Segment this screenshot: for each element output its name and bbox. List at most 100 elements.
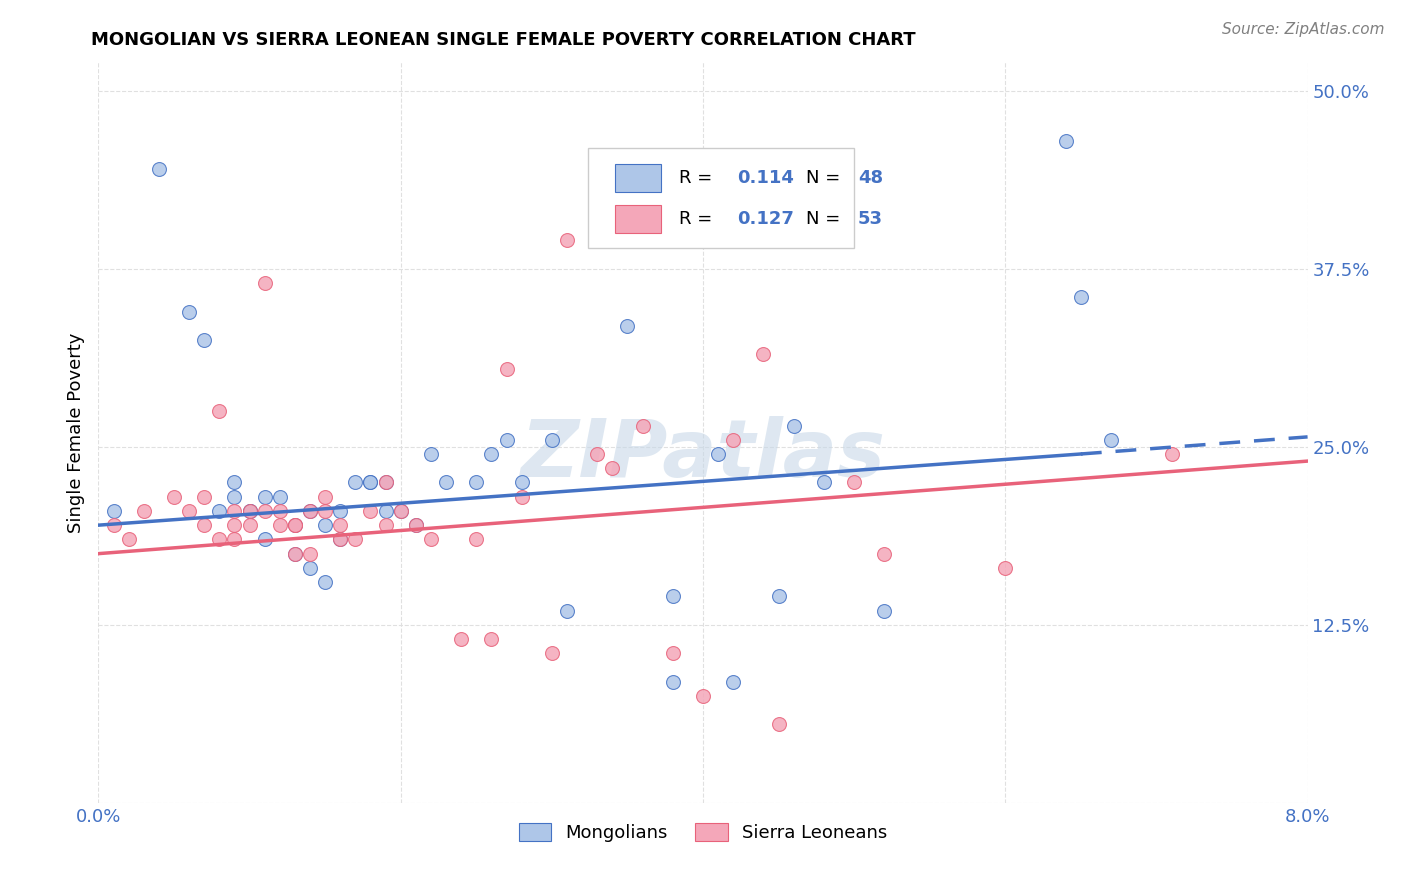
Point [224, 533, 246, 547]
Point [360, 504, 382, 518]
Point [344, 475, 367, 490]
Point [193, 333, 215, 347]
Text: R =: R = [679, 169, 718, 187]
Point [329, 504, 352, 518]
Point [208, 504, 231, 518]
Point [420, 447, 443, 461]
Point [239, 504, 262, 518]
Point [540, 433, 562, 447]
Text: 0.127: 0.127 [737, 210, 794, 227]
Point [1160, 447, 1182, 461]
Point [405, 518, 427, 533]
Point [510, 475, 533, 490]
Point [103, 504, 125, 518]
Point [208, 404, 231, 418]
Point [661, 674, 683, 689]
Point [450, 632, 472, 646]
Point [797, 191, 820, 205]
Point [179, 504, 201, 518]
Point [707, 447, 730, 461]
Point [374, 475, 396, 490]
Y-axis label: Single Female Poverty: Single Female Poverty [66, 333, 84, 533]
Point [329, 533, 352, 547]
Text: MONGOLIAN VS SIERRA LEONEAN SINGLE FEMALE POVERTY CORRELATION CHART: MONGOLIAN VS SIERRA LEONEAN SINGLE FEMAL… [91, 31, 917, 49]
Text: R =: R = [679, 210, 718, 227]
Point [586, 447, 609, 461]
Point [405, 518, 427, 533]
Point [602, 461, 624, 475]
Point [374, 518, 396, 533]
Point [239, 518, 262, 533]
Point [434, 475, 457, 490]
Point [284, 518, 307, 533]
FancyBboxPatch shape [614, 204, 661, 233]
Point [224, 518, 246, 533]
Point [495, 433, 517, 447]
FancyBboxPatch shape [614, 164, 661, 192]
Point [631, 418, 654, 433]
Point [284, 518, 307, 533]
Point [284, 547, 307, 561]
Text: 53: 53 [858, 210, 883, 227]
Text: Source: ZipAtlas.com: Source: ZipAtlas.com [1222, 22, 1385, 37]
Point [661, 590, 683, 604]
Point [329, 518, 352, 533]
Text: 0.114: 0.114 [737, 169, 794, 187]
Point [314, 575, 336, 590]
Point [314, 504, 336, 518]
Point [299, 504, 322, 518]
Point [661, 646, 683, 660]
Point [1054, 134, 1077, 148]
Point [299, 561, 322, 575]
Point [374, 475, 396, 490]
Point [253, 533, 276, 547]
Point [374, 504, 396, 518]
Text: N =: N = [806, 210, 846, 227]
FancyBboxPatch shape [588, 147, 855, 247]
Point [465, 475, 488, 490]
Point [420, 533, 443, 547]
Point [495, 361, 517, 376]
Point [269, 490, 291, 504]
Point [208, 533, 231, 547]
Legend: Mongolians, Sierra Leoneans: Mongolians, Sierra Leoneans [512, 815, 894, 849]
Point [1070, 290, 1092, 304]
Point [314, 490, 336, 504]
Text: 48: 48 [858, 169, 883, 187]
Point [118, 533, 141, 547]
Point [299, 547, 322, 561]
Point [329, 533, 352, 547]
Point [253, 276, 276, 290]
Point [163, 490, 186, 504]
Point [813, 475, 835, 490]
Point [873, 547, 896, 561]
Point [555, 604, 578, 618]
Point [179, 304, 201, 318]
Point [616, 318, 638, 333]
Text: ZIPatlas: ZIPatlas [520, 416, 886, 494]
Point [994, 561, 1017, 575]
Point [344, 533, 367, 547]
Point [555, 234, 578, 248]
Point [481, 632, 503, 646]
Point [314, 518, 336, 533]
Point [783, 418, 806, 433]
Point [768, 717, 790, 731]
Point [389, 504, 412, 518]
Point [269, 518, 291, 533]
Point [193, 490, 215, 504]
Point [148, 162, 170, 177]
Text: N =: N = [806, 169, 846, 187]
Point [269, 504, 291, 518]
Point [284, 547, 307, 561]
Point [540, 646, 562, 660]
Point [1099, 433, 1122, 447]
Point [224, 490, 246, 504]
Point [253, 490, 276, 504]
Point [239, 504, 262, 518]
Point [360, 475, 382, 490]
Point [723, 674, 745, 689]
Point [299, 504, 322, 518]
Point [465, 533, 488, 547]
Point [360, 475, 382, 490]
